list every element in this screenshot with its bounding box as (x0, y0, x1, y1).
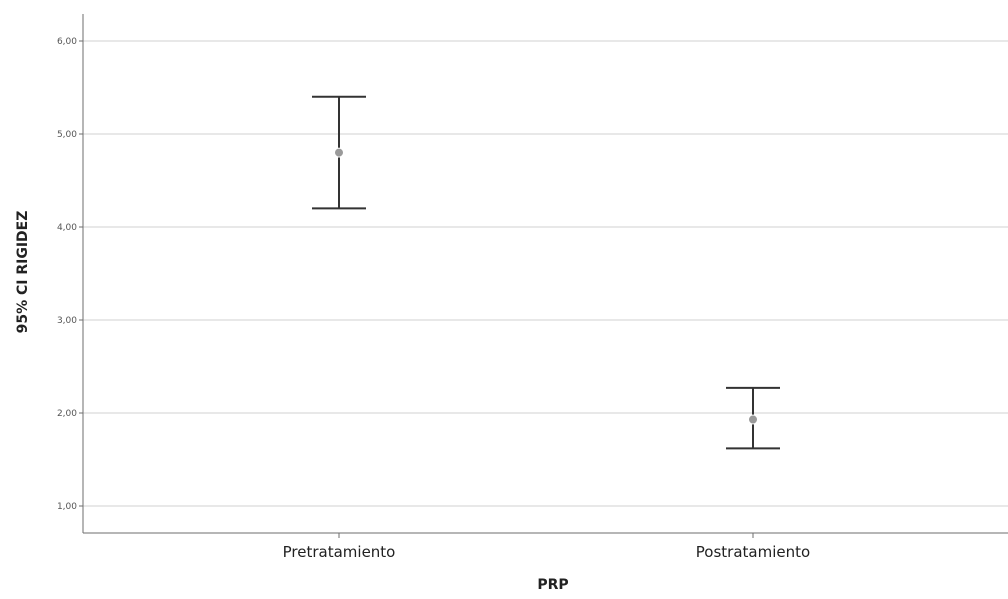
y-tick-label-5: 5,00 (57, 130, 77, 140)
y-tick-label-6: 6,00 (57, 37, 77, 47)
y-tick-label-3: 3,00 (57, 316, 77, 326)
x-axis-title: PRP (537, 577, 568, 593)
mean-marker-2 (748, 414, 758, 425)
axes (82, 14, 1008, 534)
y-tick-label-1: 1,00 (57, 502, 77, 512)
x-tick-label-1: Pretratamiento (283, 543, 396, 561)
y-tick-label-4: 4,00 (57, 223, 77, 233)
grid (83, 40, 1008, 507)
y-tick-label-2: 2,00 (57, 409, 77, 419)
mean-marker-1 (334, 147, 344, 158)
x-categories: Pretratamiento Postratamiento (283, 533, 810, 561)
plot-marks (312, 95, 780, 450)
y-axis-title: 95% CI RIGIDEZ (15, 211, 31, 334)
x-tick-label-2: Postratamiento (696, 543, 810, 561)
y-ticks: 1,00 2,00 3,00 4,00 5,00 6,00 (57, 37, 83, 512)
